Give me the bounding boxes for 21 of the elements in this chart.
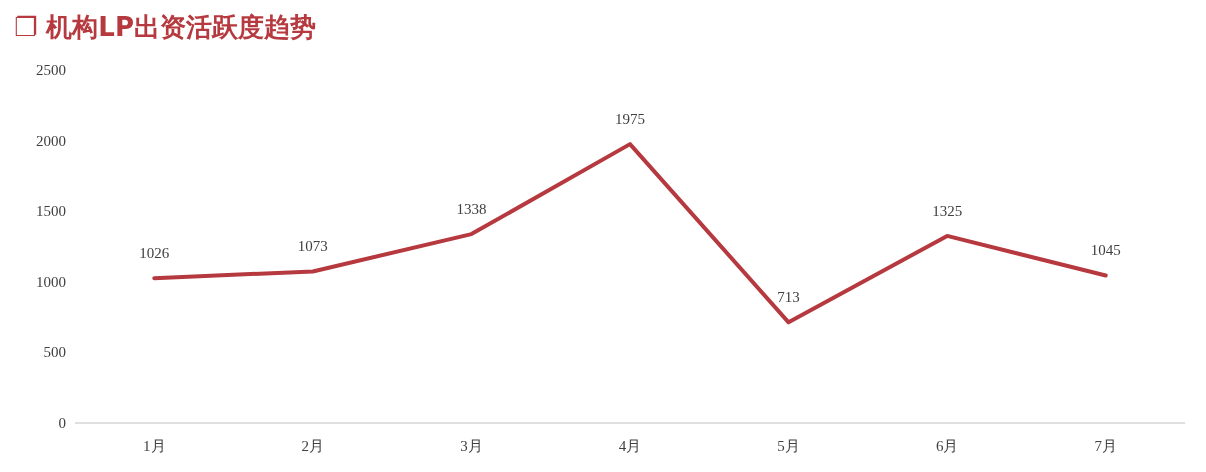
x-tick-label: 6月 bbox=[935, 438, 959, 454]
data-label: 1325 bbox=[932, 202, 963, 219]
data-label: 1338 bbox=[456, 201, 487, 218]
x-tick-label: 7月 bbox=[1094, 438, 1117, 454]
data-label: 1026 bbox=[139, 245, 170, 262]
y-tick-label: 2500 bbox=[36, 62, 66, 78]
x-tick-label: 1月 bbox=[143, 438, 166, 454]
x-tick-label: 5月 bbox=[777, 438, 800, 454]
x-tick-label: 3月 bbox=[460, 438, 483, 454]
x-tick-label: 2月 bbox=[301, 438, 325, 454]
y-tick-label: 0 bbox=[58, 415, 66, 431]
chart-title: ❐ 机构LP出资活跃度趋势 bbox=[14, 12, 316, 42]
y-tick-label: 500 bbox=[43, 344, 66, 361]
data-label: 1073 bbox=[297, 238, 328, 255]
y-tick-label: 2000 bbox=[36, 132, 66, 149]
y-tick-label: 1000 bbox=[36, 273, 66, 290]
data-label: 713 bbox=[777, 289, 800, 306]
data-label: 1975 bbox=[615, 111, 645, 128]
y-tick-label: 1500 bbox=[36, 203, 66, 220]
data-label: 1045 bbox=[1090, 242, 1121, 259]
x-tick-label: 4月 bbox=[618, 438, 642, 454]
